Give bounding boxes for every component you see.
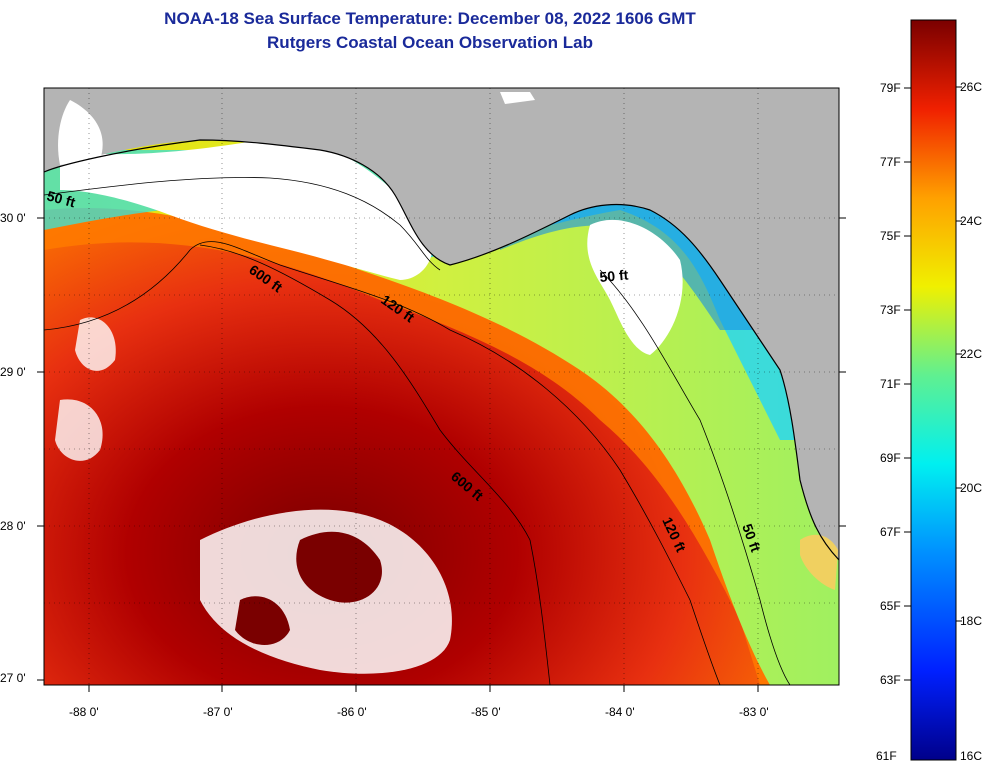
lon-label: -83 0' [739, 705, 769, 719]
colorbar-f-label: 65F [880, 599, 901, 613]
colorbar [910, 19, 957, 761]
colorbar-ticks [904, 86, 962, 681]
lon-label: -84 0' [605, 705, 635, 719]
colorbar-f-label: 67F [880, 525, 901, 539]
lon-label: -86 0' [337, 705, 367, 719]
colorbar-c-label: 24C [960, 214, 982, 228]
map-area [44, 88, 839, 685]
lon-label: -85 0' [471, 705, 501, 719]
colorbar-c-label: 22C [960, 347, 982, 361]
colorbar-c-label: 20C [960, 481, 982, 495]
sea-warm-region [235, 596, 290, 645]
cloud-cover [75, 317, 116, 371]
colorbar-f-label: 63F [880, 673, 901, 687]
lat-label: 27 0' [0, 671, 26, 685]
lat-label: 28 0' [0, 519, 26, 533]
isobath-50ft [44, 177, 441, 271]
cloud-cover [60, 138, 433, 280]
coastline [44, 139, 839, 561]
isobath-600ft [199, 244, 551, 685]
lat-label: 29 0' [0, 365, 26, 379]
isobath-120ft [44, 241, 721, 685]
map-title: NOAA-18 Sea Surface Temperature: Decembe… [164, 9, 696, 28]
colorbar-f-label: 73F [880, 303, 901, 317]
colorbar-f-label: 79F [880, 81, 901, 95]
land [44, 88, 839, 560]
colorbar-f-label: 75F [880, 229, 901, 243]
colorbar-f-label: 69F [880, 451, 901, 465]
colorbar-c-label: 16C [960, 749, 982, 763]
colorbar-f-label: 71F [880, 377, 901, 391]
cloud-cover [55, 399, 103, 461]
lat-label: 30 0' [0, 211, 26, 225]
tick-marks [37, 217, 846, 692]
map-frame [43, 87, 840, 686]
inland-water [500, 92, 535, 104]
colorbar-c-label: 26C [960, 80, 982, 94]
colorbar-f-label: 61F [876, 749, 897, 763]
isobath-50ft-east [599, 269, 791, 685]
sea-warm-region [296, 531, 382, 603]
contour-label-50ft: 50 ft [599, 267, 629, 285]
lon-label: -88 0' [69, 705, 99, 719]
map-subtitle: Rutgers Coastal Ocean Observation Lab [267, 33, 593, 52]
colorbar-c-label: 18C [960, 614, 982, 628]
inland-water [58, 100, 103, 165]
lon-label: -87 0' [203, 705, 233, 719]
cloud-cover [587, 219, 683, 355]
contour-label-50ft: 50 ft [45, 187, 77, 210]
colorbar-f-label: 77F [880, 155, 901, 169]
